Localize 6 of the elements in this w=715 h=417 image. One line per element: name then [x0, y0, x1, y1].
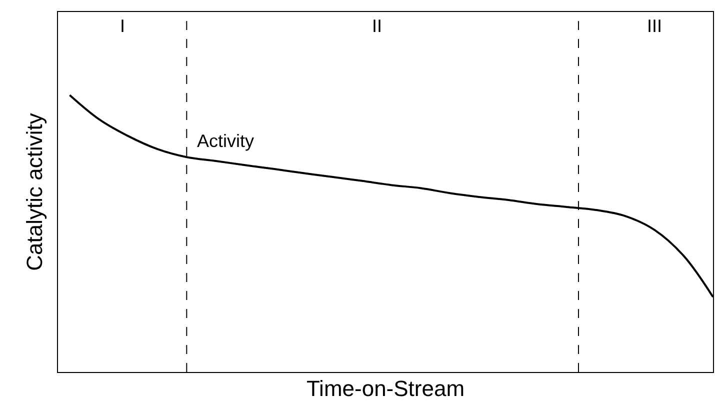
- text: I: [120, 16, 126, 36]
- text: III: [647, 16, 662, 36]
- series-label: Activity: [197, 131, 254, 151]
- text: II: [372, 16, 382, 36]
- y-axis-title: Catalytic activity: [22, 113, 47, 271]
- x-axis-title: Time-on-Stream: [306, 376, 465, 401]
